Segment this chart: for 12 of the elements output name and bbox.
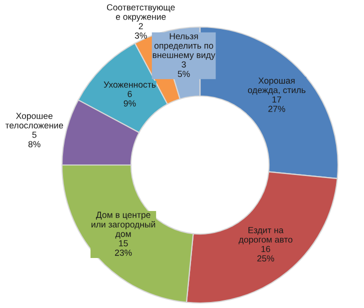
slice-label: Соответствующе е окружение [106, 4, 175, 22]
slice-label: Ездит на дорогом авто [238, 227, 292, 244]
data-label: 15 23% [114, 240, 132, 256]
data-label: 5 8% [28, 132, 40, 148]
data-label: 2 3% [134, 23, 147, 39]
slice-label: Дом в центре или загородный дом [92, 212, 156, 239]
data-label: 16 25% [257, 246, 274, 262]
slice-label: Ухоженность [104, 82, 156, 88]
data-label: 17 27% [268, 96, 286, 112]
slice-label: Хорошая одежда, стиль [248, 78, 306, 95]
slice-label: Хорошее телосложение [5, 112, 64, 128]
data-label: 6 9% [124, 90, 136, 107]
